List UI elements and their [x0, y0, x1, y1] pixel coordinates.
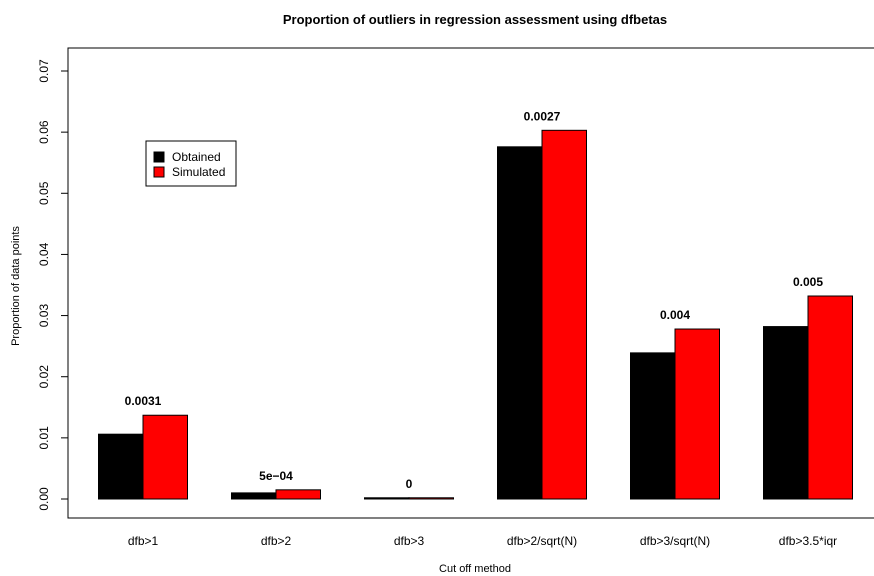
- y-tick-label: 0.04: [37, 242, 51, 266]
- category-label: dfb>1: [128, 534, 159, 548]
- legend: Obtained Simulated: [145, 140, 237, 187]
- category-labels: dfb>1 dfb>2 dfb>3 dfb>2/sqrt(N) dfb>3/sqrt(N…: [128, 534, 837, 548]
- y-tick-label: 0.02: [37, 365, 51, 389]
- bar-simulated-2: [408, 497, 454, 500]
- y-axis-label: Proportion of data points: [10, 226, 22, 346]
- y-tick-label: 0.07: [37, 59, 51, 83]
- y-tick-label: 0.03: [37, 304, 51, 328]
- bar-simulated-4: [674, 328, 720, 500]
- bar-annotation: 0.0031: [125, 394, 162, 408]
- x-axis-label: Cut off method: [439, 563, 511, 575]
- bar-annotation: 5e−04: [259, 469, 293, 483]
- legend-label-obtained: Obtained: [172, 150, 221, 164]
- y-tick-label: 0.05: [37, 181, 51, 205]
- bar-simulated-3: [541, 129, 587, 500]
- legend-label-simulated: Simulated: [172, 165, 225, 179]
- bar-obtained-5: [763, 326, 809, 500]
- category-label: dfb>2/sqrt(N): [507, 534, 577, 548]
- bar-annotation: 0.005: [793, 275, 823, 289]
- category-label: dfb>3.5*iqr: [779, 534, 837, 548]
- y-axis: 0.00 0.01 0.02 0.03 0.04 0.05 0.06 0.07: [37, 59, 69, 511]
- bar-simulated-5: [807, 295, 853, 500]
- bar-simulated-0: [142, 414, 188, 500]
- bar-obtained-4: [630, 352, 676, 500]
- y-tick-label: 0.01: [37, 426, 51, 450]
- bar-obtained-1: [231, 492, 277, 500]
- y-tick-label: 0.06: [37, 120, 51, 144]
- bar-obtained-2: [364, 497, 410, 500]
- bar-annotation: 0.0027: [524, 109, 561, 123]
- plot-box: [67, 47, 874, 519]
- bar-simulated-1: [275, 489, 321, 500]
- bar-annotations: 0.0031 5e−04 0 0.0027 0.004 0.005: [125, 109, 824, 490]
- bar-obtained-0: [98, 433, 144, 500]
- y-tick-label: 0.00: [37, 487, 51, 511]
- bar-annotation: 0.004: [660, 308, 690, 322]
- category-label: dfb>3/sqrt(N): [640, 534, 710, 548]
- bars: [98, 129, 853, 500]
- legend-swatch-simulated: [153, 166, 165, 178]
- category-label: dfb>3: [394, 534, 425, 548]
- category-label: dfb>2: [261, 534, 292, 548]
- bar-obtained-3: [497, 146, 543, 500]
- bar-annotation: 0: [406, 477, 413, 491]
- legend-box: [145, 140, 237, 187]
- chart-title: Proportion of outliers in regression ass…: [283, 12, 667, 27]
- legend-swatch-obtained: [153, 151, 165, 163]
